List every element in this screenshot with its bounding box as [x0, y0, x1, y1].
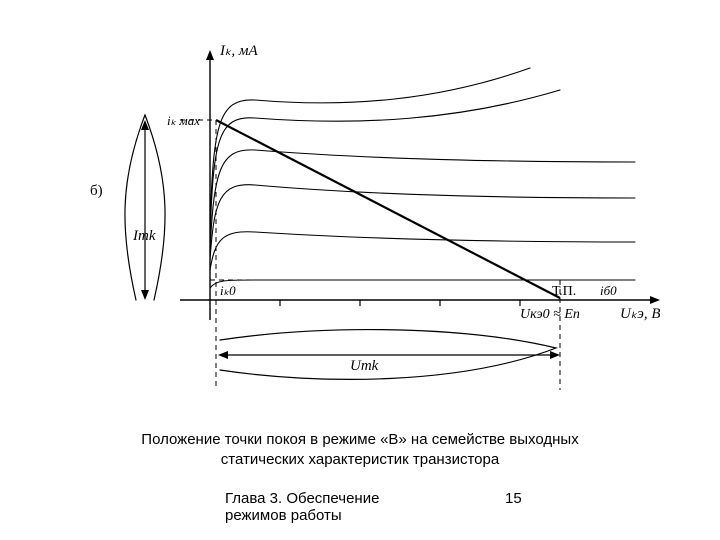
- svg-text:Iₖ, мА: Iₖ, мА: [219, 43, 258, 59]
- svg-text:Uₖэ, В: Uₖэ, В: [620, 306, 660, 322]
- footer-chapter-line-2: режимов работы: [225, 507, 342, 524]
- caption-line-2: статических характеристик транзистора: [221, 451, 499, 468]
- figure-caption: Положение точки покоя в режиме «В» на се…: [0, 430, 720, 471]
- diagram-container: Iₖ, мА Uₖэ, В б) iₖ мах iₖ0 iб0 Imk Umk Т.П. Uкэ0…: [60, 20, 660, 425]
- svg-text:Т.П.: Т.П.: [552, 284, 576, 299]
- footer-page-number: 15: [505, 490, 522, 507]
- footer-chapter: Глава 3. Обеспечение режимов работы: [225, 490, 485, 524]
- caption-line-1: Положение точки покоя в режиме «В» на се…: [141, 431, 578, 448]
- svg-text:iб0: iб0: [600, 283, 617, 298]
- svg-text:Uкэ0 ≈ Eп: Uкэ0 ≈ Eп: [520, 307, 580, 322]
- svg-text:Imk: Imk: [132, 228, 156, 244]
- svg-text:iₖ0: iₖ0: [220, 283, 236, 298]
- svg-text:Umk: Umk: [350, 358, 379, 374]
- svg-text:iₖ мах: iₖ мах: [167, 113, 200, 128]
- footer-chapter-line-1: Глава 3. Обеспечение: [225, 490, 379, 507]
- svg-text:б): б): [90, 183, 103, 199]
- transistor-output-characteristics-diagram: Iₖ, мА Uₖэ, В б) iₖ мах iₖ0 iб0 Imk Umk Т.П. Uкэ0…: [60, 20, 660, 420]
- page: Iₖ, мА Uₖэ, В б) iₖ мах iₖ0 iб0 Imk Umk Т.П. Uкэ0…: [0, 0, 720, 540]
